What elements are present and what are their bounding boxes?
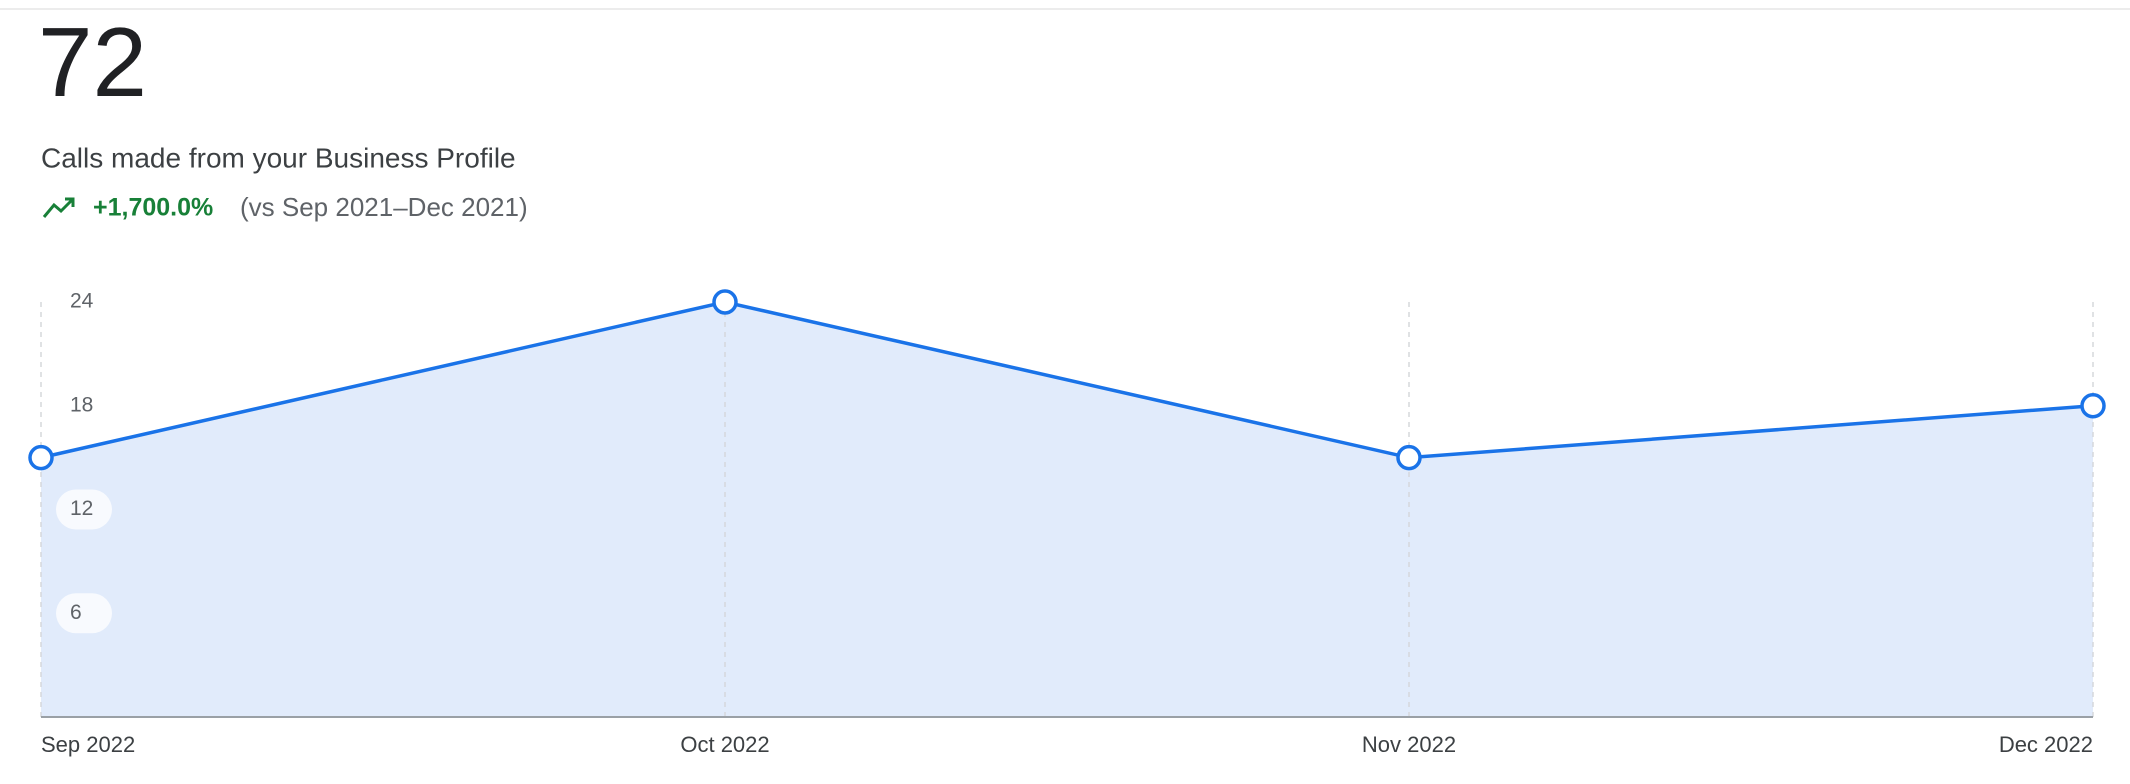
data-point <box>28 444 54 471</box>
y-tick-label: 24 <box>70 290 94 313</box>
total-value: 72 <box>38 7 147 117</box>
data-point <box>712 289 738 315</box>
x-tick-label: Sep 2022 <box>41 732 135 757</box>
x-tick-label: Oct 2022 <box>680 732 769 757</box>
y-tick-label: 12 <box>70 497 93 520</box>
y-tick-label: 18 <box>70 393 93 416</box>
trend-icon-arrow <box>65 197 75 207</box>
y-tick-badge <box>56 489 112 530</box>
change-percent: +1,700.0% <box>93 194 213 222</box>
x-tick-label: Dec 2022 <box>1999 732 2093 757</box>
y-tick-badge <box>56 593 112 634</box>
plot: 6 12 18 24 Sep 2022 Oct 2022 Nov 2022 Dec 2022 <box>28 282 2106 757</box>
y-tick-badge <box>56 385 112 426</box>
trend-icon <box>42 197 75 218</box>
y-tick-badge <box>56 282 112 322</box>
area-fill <box>41 302 2093 717</box>
metric-label: Calls made from your Business Profile <box>41 142 516 173</box>
comparison-period: (vs Sep 2021–Dec 2021) <box>240 192 528 222</box>
line <box>40 300 2094 460</box>
data-point <box>1396 444 1422 471</box>
x-tick-label: Nov 2022 <box>1362 732 1456 757</box>
data-point <box>2080 393 2106 419</box>
y-tick-label: 6 <box>70 601 82 624</box>
